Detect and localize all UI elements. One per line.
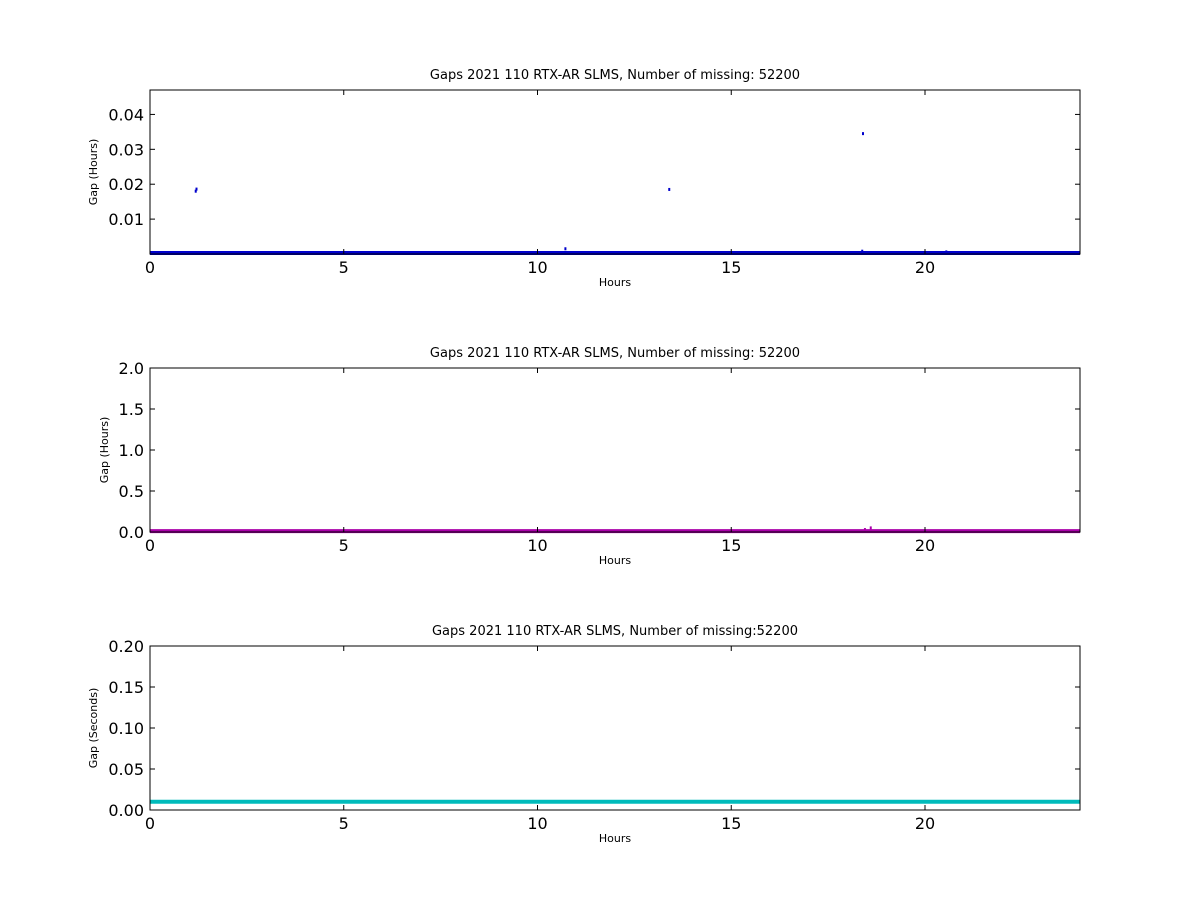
plot-frame bbox=[149, 89, 1081, 255]
x-tick-label: 10 bbox=[527, 258, 547, 277]
data-point bbox=[863, 528, 866, 532]
data-point bbox=[668, 187, 671, 191]
data-point bbox=[194, 189, 197, 193]
y-tick-label: 0.04 bbox=[108, 105, 144, 124]
x-tick-label: 15 bbox=[721, 814, 741, 833]
y-axis-label: Gap (Hours) bbox=[87, 139, 100, 206]
plot-frame bbox=[149, 645, 1081, 811]
y-axis-label: Gap (Hours) bbox=[98, 417, 111, 484]
x-tick-label: 5 bbox=[339, 814, 349, 833]
y-axis-label: Gap (Seconds) bbox=[87, 688, 100, 769]
data-point bbox=[564, 247, 567, 251]
y-tick-label: 0.15 bbox=[108, 678, 144, 697]
y-tick-label: 1.5 bbox=[119, 400, 144, 419]
y-tick-label: 0.5 bbox=[119, 482, 144, 501]
x-tick-label: 20 bbox=[915, 258, 935, 277]
x-tick-label: 15 bbox=[721, 258, 741, 277]
x-tick-label: 0 bbox=[145, 814, 155, 833]
x-tick-label: 5 bbox=[339, 536, 349, 555]
y-tick-label: 0.00 bbox=[108, 801, 144, 820]
chart-title: Gaps 2021 110 RTX-AR SLMS, Number of mis… bbox=[432, 624, 798, 639]
x-tick-label: 0 bbox=[145, 536, 155, 555]
y-tick-label: 0.02 bbox=[108, 175, 144, 194]
y-tick-label: 1.0 bbox=[119, 441, 144, 460]
y-tick-label: 0.03 bbox=[108, 140, 144, 159]
x-tick-label: 10 bbox=[527, 814, 547, 833]
x-tick-label: 15 bbox=[721, 536, 741, 555]
y-tick-label: 0.0 bbox=[119, 523, 144, 542]
chart-title: Gaps 2021 110 RTX-AR SLMS, Number of mis… bbox=[430, 68, 800, 83]
y-tick-label: 0.20 bbox=[108, 637, 144, 656]
x-axis-label: Hours bbox=[599, 276, 631, 289]
x-tick-label: 5 bbox=[339, 258, 349, 277]
x-tick-label: 0 bbox=[145, 258, 155, 277]
chart-title: Gaps 2021 110 RTX-AR SLMS, Number of mis… bbox=[430, 346, 800, 361]
chart-panel-3: Gaps 2021 110 RTX-AR SLMS, Number of mis… bbox=[87, 624, 1081, 845]
chart-panel-2: Gaps 2021 110 RTX-AR SLMS, Number of mis… bbox=[98, 346, 1081, 567]
x-tick-label: 10 bbox=[527, 536, 547, 555]
chart-panel-1: Gaps 2021 110 RTX-AR SLMS, Number of mis… bbox=[87, 68, 1081, 289]
y-tick-label: 0.10 bbox=[108, 719, 144, 738]
data-point bbox=[869, 526, 872, 530]
data-point bbox=[862, 132, 864, 136]
x-tick-label: 20 bbox=[915, 814, 935, 833]
data-point bbox=[195, 187, 198, 191]
y-tick-label: 0.01 bbox=[108, 210, 144, 229]
plot-frame bbox=[149, 367, 1081, 533]
y-tick-label: 2.0 bbox=[119, 359, 144, 378]
y-tick-label: 0.05 bbox=[108, 760, 144, 779]
data-point bbox=[945, 250, 948, 254]
x-axis-label: Hours bbox=[599, 554, 631, 567]
data-point bbox=[861, 249, 864, 253]
x-tick-label: 20 bbox=[915, 536, 935, 555]
x-axis-label: Hours bbox=[599, 832, 631, 845]
